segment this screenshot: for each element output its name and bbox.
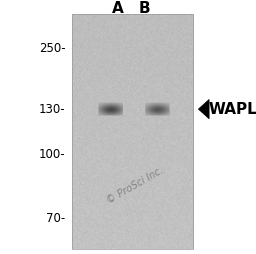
Text: 70-: 70-: [46, 212, 65, 225]
Text: 100-: 100-: [39, 148, 65, 162]
Bar: [72, 14, 193, 249]
Polygon shape: [198, 100, 209, 119]
Text: B: B: [139, 1, 151, 17]
Text: A: A: [112, 1, 124, 17]
Text: 250-: 250-: [39, 42, 65, 55]
Text: 130-: 130-: [39, 103, 65, 116]
Text: WAPL: WAPL: [209, 102, 256, 117]
Text: © ProSci Inc.: © ProSci Inc.: [105, 165, 165, 206]
